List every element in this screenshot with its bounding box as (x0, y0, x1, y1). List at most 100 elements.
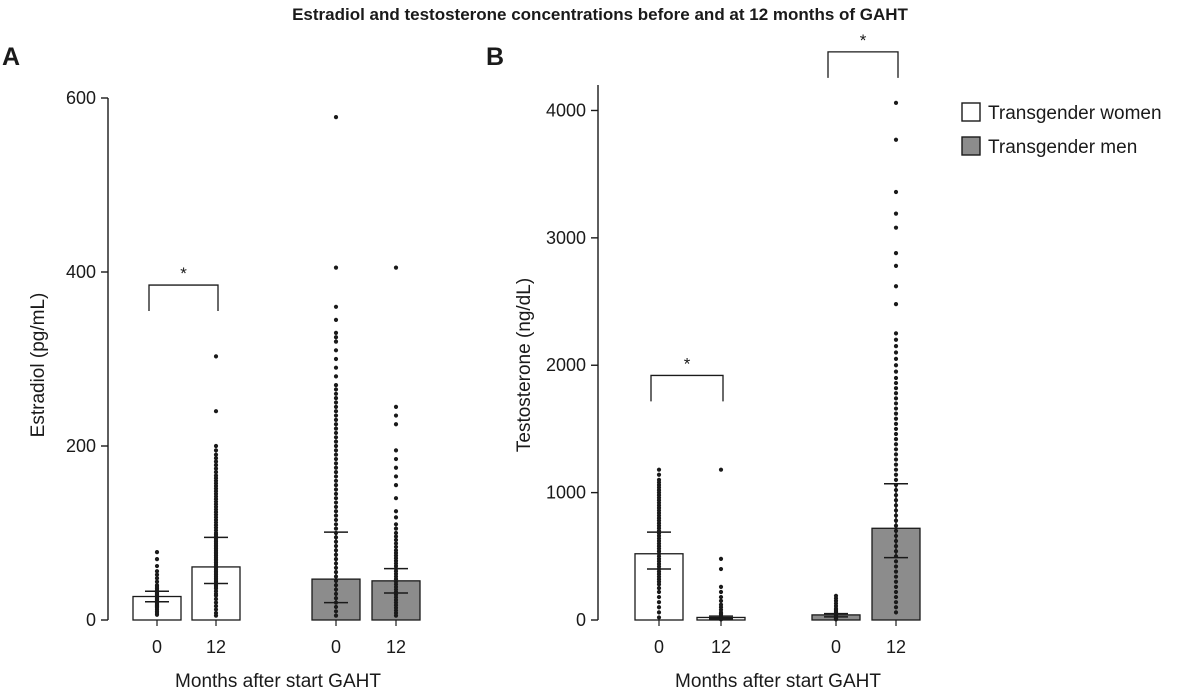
panel-a-data-point (213, 470, 219, 475)
panel-b-data-point (893, 344, 899, 349)
panel-b-data-point (893, 442, 899, 447)
panel-b-data-point (893, 189, 899, 195)
panel-b-data-point (893, 406, 899, 411)
panel-b-data-point (893, 462, 899, 467)
panel-a-data-point (333, 426, 339, 431)
panel-b-data-point (718, 566, 724, 572)
panel-a-data-point (333, 391, 339, 396)
panel-a-data-point (333, 465, 339, 470)
panel-a-data-point (213, 456, 219, 461)
panel-b-data-point (893, 452, 899, 457)
panel-a-data-point (333, 335, 339, 340)
panel-b-y-axis-label: Testosterone (ng/dL) (514, 278, 535, 452)
panel-b-data-point (893, 137, 899, 142)
panel-a-data-point (333, 396, 339, 401)
panel-b-data-point (893, 331, 899, 336)
panel-b-data-point (893, 574, 899, 579)
panel-a-data-point (333, 452, 339, 457)
panel-b-y-tick-label: 0 (576, 610, 586, 630)
panel-b-data-point (656, 615, 662, 620)
panel-b-data-point (893, 589, 899, 595)
panel-b-data-point (656, 589, 662, 595)
panel-b-data-point (893, 301, 899, 307)
panel-a-data-point (213, 597, 219, 602)
panel-a-data-point (213, 409, 219, 414)
legend-swatch-transgender-men (961, 136, 981, 156)
panel-b-significance-bracket (827, 51, 899, 78)
panel-a-data-point (333, 365, 339, 370)
panel-a-data-point (333, 265, 339, 270)
panel-a-data-point (213, 463, 219, 468)
panel-b-x-tick-label: 0 (654, 637, 664, 657)
panel-a-data-point (213, 600, 219, 605)
panel-a-data-point (333, 387, 339, 392)
panel-b-data-point (893, 337, 899, 342)
panel-b-data-point (893, 431, 899, 437)
panel-a-data-point (333, 613, 339, 618)
panel-b-data-point (893, 579, 899, 584)
panel-a-data-point (333, 474, 339, 479)
panel-a-data-point (393, 456, 399, 462)
panel-a-data-point (333, 470, 339, 475)
panel-a-data-point (333, 448, 339, 453)
panel-b-data-point (656, 594, 662, 600)
panel-a-significance-bracket (148, 284, 219, 312)
panel-b-data-point (893, 386, 899, 391)
panel-b-letter: B (486, 43, 504, 71)
panel-a-data-point (333, 400, 339, 405)
panel-a-data-point (154, 557, 160, 562)
legend-label-transgender-women: Transgender women (988, 103, 1162, 124)
panel-a-data-point (393, 413, 399, 418)
panel-a-data-point (333, 483, 339, 488)
panel-a-x-tick-label: 12 (206, 637, 226, 657)
panel-a-data-point (333, 609, 339, 614)
panel-a-data-point (213, 607, 219, 612)
panel-b-data-point (893, 569, 899, 574)
panel-a-data-point (333, 356, 339, 362)
panel-a-data-point (333, 517, 339, 523)
panel-b-data-point (893, 477, 899, 482)
panel-a-data-point (333, 526, 339, 531)
panel-a-data-point (333, 374, 339, 379)
legend: Transgender women Transgender men (961, 102, 1162, 158)
panel-b-data-point (893, 600, 899, 605)
panel-a-data-point (154, 550, 160, 555)
panel-b-x-axis-label: Months after start GAHT (675, 671, 881, 692)
panel-b-data-point (718, 589, 724, 595)
panel-a-data-point (213, 448, 219, 453)
panel-b-data-point (656, 600, 662, 605)
panel-b-data-point (893, 251, 899, 256)
panel-a-data-point (333, 513, 339, 518)
panel-b-data-point (893, 396, 899, 401)
panel-a-y-tick-label: 600 (66, 88, 96, 108)
panel-a-data-point (393, 474, 399, 479)
panel-b-significance-label: * (860, 31, 867, 50)
panel-a-data-point (393, 465, 399, 470)
panel-a-data-point (393, 265, 399, 270)
panel-a-data-point (393, 509, 399, 514)
panel-a-letter: A (2, 43, 20, 71)
panel-b-data-point (656, 586, 662, 591)
panel-a-y-tick-label: 0 (86, 610, 96, 630)
panel-a-data-point (154, 569, 160, 574)
panel-b-x-tick-label: 12 (886, 637, 906, 657)
panel-b-data-point (893, 284, 899, 289)
panel-a-data-point (213, 354, 219, 359)
panel-a-data-point (333, 304, 339, 309)
panel-b-data-point (718, 556, 724, 561)
panel-a-data-point (393, 515, 399, 520)
panel-b-data-point (718, 467, 724, 472)
panel-a-data-point (333, 491, 339, 496)
panel-a-data-point (333, 435, 339, 440)
panel-a-x-tick-label: 12 (386, 637, 406, 657)
panel-a-data-point (393, 422, 399, 427)
panel-a-data-point (333, 487, 339, 492)
panel-a-data-point (333, 330, 339, 335)
panel-b-y-tick-label: 1000 (546, 483, 586, 503)
panel-a-data-point (393, 522, 399, 527)
legend-swatch-transgender-women (961, 102, 981, 122)
panel-a-data-point (333, 509, 339, 514)
panel-a-data-point (393, 483, 399, 488)
panel-b-data-point (833, 593, 839, 598)
panel-b-data-point (893, 356, 899, 361)
